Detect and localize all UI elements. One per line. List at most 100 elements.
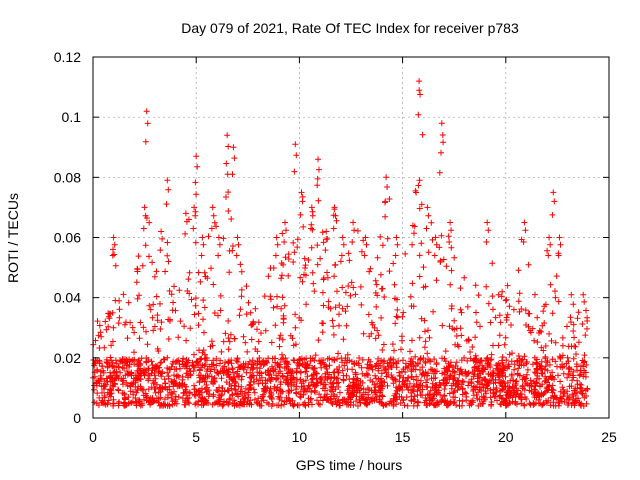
tick-labels: 0 5 10 15 20 25 0 0.02 0.04 0.06 0.08 0.1 0.12 (54, 49, 617, 445)
data-point (317, 401, 323, 408)
data-point (548, 337, 555, 344)
data-point (152, 365, 159, 372)
data-point (394, 241, 401, 248)
data-point (374, 380, 381, 387)
data-point (399, 397, 406, 404)
data-point (217, 307, 224, 314)
data-point (537, 400, 544, 407)
data-point (546, 330, 553, 337)
data-point (110, 396, 117, 403)
data-point (418, 201, 425, 208)
data-point (228, 360, 235, 367)
data-point (344, 303, 351, 310)
data-point (524, 359, 530, 365)
data-point (112, 262, 119, 269)
data-point (158, 319, 165, 326)
data-point (583, 307, 589, 314)
data-point (226, 269, 233, 276)
data-point (552, 288, 558, 295)
data-point (547, 241, 554, 248)
data-point (330, 369, 337, 376)
data-point (501, 341, 508, 348)
data-point (227, 331, 234, 338)
data-point (192, 401, 199, 408)
data-point (285, 256, 292, 262)
data-point (484, 385, 491, 392)
data-point (576, 372, 583, 379)
data-point (291, 381, 297, 388)
data-point (225, 359, 232, 366)
data-point (345, 395, 352, 402)
data-point (408, 393, 415, 400)
data-point (445, 233, 452, 240)
data-point (109, 309, 116, 316)
data-point (116, 398, 123, 405)
data-point (157, 360, 164, 366)
data-point (319, 229, 326, 236)
data-point (200, 297, 207, 304)
data-point (319, 320, 325, 327)
data-point (436, 169, 443, 176)
data-point (308, 244, 315, 251)
data-point (427, 366, 434, 373)
data-point (433, 277, 440, 284)
data-point (340, 241, 347, 248)
data-point (489, 293, 496, 300)
data-point (459, 391, 466, 398)
data-point (407, 293, 414, 300)
data-point (470, 384, 477, 391)
data-point (191, 351, 197, 358)
data-point (379, 358, 386, 365)
data-point (270, 265, 277, 271)
data-point (502, 297, 509, 304)
data-point (243, 311, 250, 318)
data-point (268, 374, 275, 381)
data-point (358, 248, 365, 255)
data-point (308, 389, 315, 395)
data-point (165, 373, 172, 380)
data-point (419, 131, 426, 138)
data-point (463, 370, 470, 377)
data-point (261, 293, 268, 300)
data-point (364, 385, 371, 392)
data-point (201, 329, 207, 336)
data-point (237, 261, 244, 268)
data-point (135, 372, 142, 379)
data-point (557, 388, 564, 395)
data-point (496, 312, 503, 319)
data-point (488, 402, 494, 409)
data-point (285, 272, 292, 279)
data-point (150, 398, 157, 404)
data-point (499, 288, 506, 295)
data-point (100, 367, 107, 374)
data-point (366, 268, 373, 275)
data-point (154, 317, 161, 324)
data-point (515, 298, 522, 305)
data-point (142, 242, 149, 249)
data-point (377, 383, 384, 390)
data-point (164, 365, 171, 371)
data-point (536, 375, 543, 382)
data-point (477, 323, 483, 330)
data-point (247, 397, 254, 404)
data-point (546, 234, 553, 241)
data-point (507, 390, 514, 397)
data-point (532, 392, 538, 398)
data-point (314, 261, 321, 268)
data-point (447, 372, 453, 379)
data-point (303, 364, 310, 371)
data-point (151, 323, 158, 330)
data-point (91, 386, 97, 393)
data-point (169, 398, 176, 405)
data-point (105, 323, 112, 330)
data-point (443, 263, 450, 270)
data-point (139, 262, 146, 269)
data-point (392, 376, 399, 383)
data-point (422, 369, 429, 375)
data-point (121, 359, 128, 366)
data-point (271, 383, 278, 390)
data-point (454, 341, 461, 348)
chart-title: Day 079 of 2021, Rate Of TEC Index for r… (181, 20, 519, 36)
data-point (557, 378, 564, 385)
data-point (293, 369, 300, 376)
